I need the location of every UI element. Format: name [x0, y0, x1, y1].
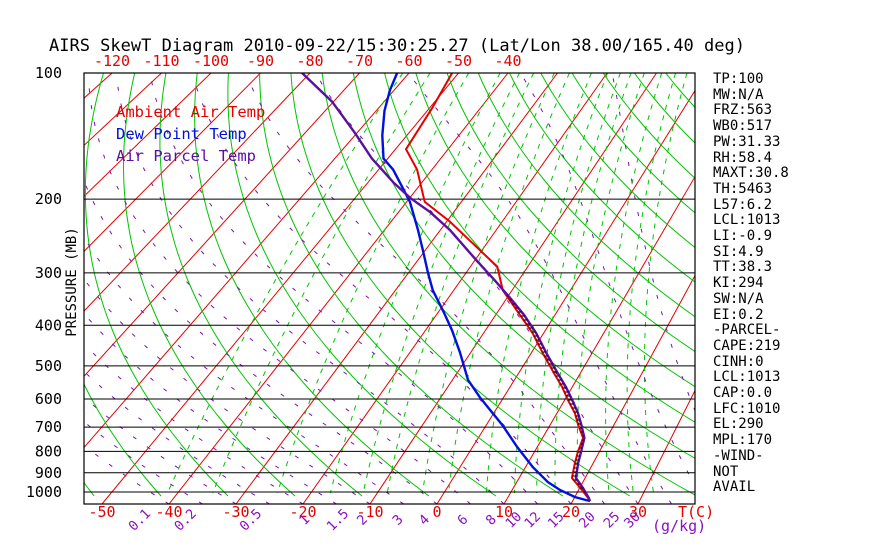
svg-text:500: 500 [35, 357, 62, 375]
svg-text:200: 200 [35, 190, 62, 208]
mixing-axis-label: (g/kg) [652, 517, 706, 535]
svg-text:0.1: 0.1 [125, 506, 154, 535]
svg-text:3: 3 [390, 512, 407, 529]
svg-text:6: 6 [454, 512, 471, 529]
cape-hatching [506, 295, 586, 493]
svg-text:-120: -120 [94, 52, 130, 70]
svg-text:700: 700 [35, 418, 62, 436]
top-temp-tick-labels: -120 -110 -100 -90 -80 -70 -60 -50 -40 [94, 52, 522, 70]
pressure-axis-label: PRESSURE (MB) [64, 227, 80, 337]
svg-text:1000: 1000 [26, 483, 62, 501]
svg-text:400: 400 [35, 316, 62, 334]
stats-line: KI:294 [713, 275, 764, 292]
stats-line: TT:38.3 [713, 259, 773, 276]
svg-text:12: 12 [521, 509, 544, 532]
svg-text:-50: -50 [88, 503, 115, 521]
stats-line: LFC:1010 [713, 400, 781, 417]
svg-text:900: 900 [35, 464, 62, 482]
sounding-indices-panel: TP:100 MW:N/A FRZ:563 WB0:517 PW:31.33 RH:58.… [713, 71, 869, 496]
dry-adiabat-lines [84, 73, 695, 497]
stats-line: MAXT:30.8 [713, 165, 789, 182]
stats-line: SI:4.9 [713, 243, 764, 260]
stats-line: FRZ:563 [713, 102, 773, 119]
svg-text:-50: -50 [445, 52, 472, 70]
isotherm-lines [84, 73, 695, 504]
stats-line: NOT [713, 463, 739, 480]
stats-line: CAPE:219 [713, 337, 781, 354]
svg-text:-40: -40 [155, 503, 182, 521]
stats-line: PW:31.33 [713, 133, 781, 150]
svg-text:20: 20 [562, 503, 580, 521]
svg-text:-40: -40 [494, 52, 521, 70]
stats-line: RH:58.4 [713, 149, 773, 166]
plot-border [83, 72, 696, 505]
stats-line: MW:N/A [713, 86, 764, 103]
parcel-temp-curve [301, 73, 592, 502]
svg-text:10: 10 [495, 503, 513, 521]
stats-line: -PARCEL- [713, 322, 781, 339]
stats-line: L57:6.2 [713, 196, 773, 213]
stats-line: EI:0.2 [713, 306, 764, 323]
svg-text:-110: -110 [143, 52, 179, 70]
stats-line: CINH:0 [713, 353, 764, 370]
stats-line: AVAIL [713, 479, 756, 496]
chart-title: AIRS SkewT Diagram 2010-09-22/15:30:25.2… [49, 36, 745, 56]
svg-text:-10: -10 [356, 503, 383, 521]
legend-item-parcel: Air Parcel Temp [116, 147, 256, 165]
mixing-ratio-lines [167, 73, 688, 494]
svg-text:1.5: 1.5 [324, 506, 353, 535]
svg-text:-100: -100 [193, 52, 229, 70]
stats-line: CAP:0.0 [713, 385, 773, 402]
svg-text:100: 100 [35, 64, 62, 82]
legend-item-ambient: Ambient Air Temp [116, 103, 266, 121]
moist-adiabat-lines [84, 75, 695, 504]
svg-text:4: 4 [416, 512, 433, 529]
stats-line: LI:-0.9 [713, 228, 773, 245]
stats-line: -WIND- [713, 447, 764, 464]
bottom-temp-tick-labels: -50 -40 -30 -20 -10 0 10 20 30 [88, 503, 647, 521]
svg-text:600: 600 [35, 390, 62, 408]
pressure-gridlines [84, 72, 695, 493]
legend-item-dewpoint: Dew Point Temp [116, 125, 247, 143]
svg-text:-20: -20 [289, 503, 316, 521]
temp-axis-label: T(C) [678, 503, 714, 521]
stats-line: WB0:517 [713, 118, 773, 135]
stats-line: TH:5463 [713, 180, 773, 197]
svg-text:30: 30 [629, 503, 647, 521]
ambient-temp-curve [404, 73, 591, 502]
svg-text:-60: -60 [395, 52, 422, 70]
svg-text:800: 800 [35, 442, 62, 460]
svg-text:-70: -70 [346, 52, 373, 70]
svg-text:300: 300 [35, 264, 62, 282]
legend: Ambient Air Temp Dew Point Temp Air Parc… [116, 101, 265, 167]
stats-line: LCL:1013 [713, 369, 781, 386]
dewpoint-curve [381, 73, 591, 503]
svg-text:0: 0 [432, 503, 441, 521]
stats-line: TP:100 [713, 71, 764, 87]
svg-text:-30: -30 [222, 503, 249, 521]
stats-line: SW:N/A [713, 290, 764, 307]
stats-line: MPL:170 [713, 432, 773, 449]
svg-text:-80: -80 [296, 52, 323, 70]
stats-line: LCL:1013 [713, 212, 781, 229]
svg-text:-90: -90 [247, 52, 274, 70]
stats-line: EL:290 [713, 416, 764, 433]
